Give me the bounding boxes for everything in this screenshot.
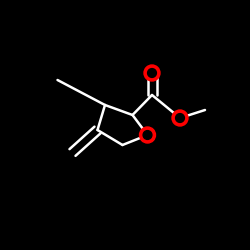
Circle shape <box>143 130 152 140</box>
Circle shape <box>140 127 156 143</box>
Circle shape <box>144 65 160 81</box>
Circle shape <box>148 68 156 78</box>
Circle shape <box>176 114 184 122</box>
Circle shape <box>172 110 188 126</box>
